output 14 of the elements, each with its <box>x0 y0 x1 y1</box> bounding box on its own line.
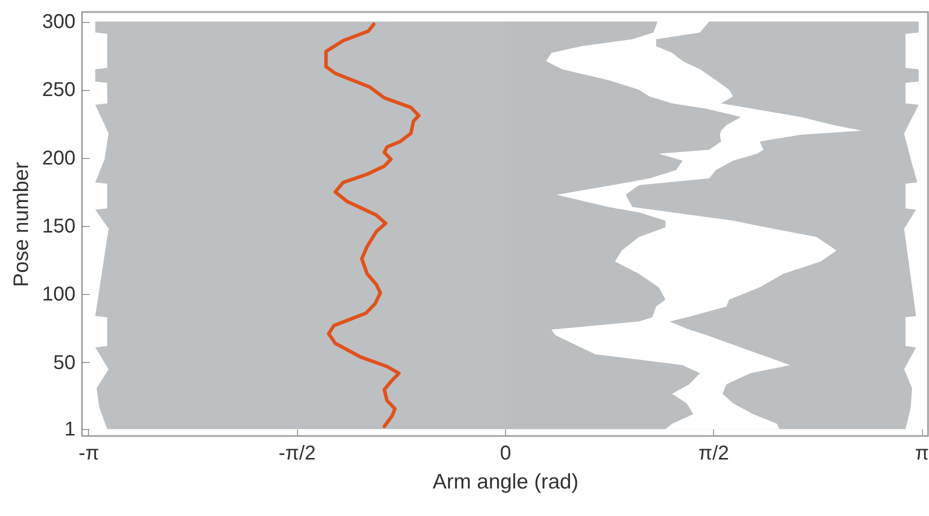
y-tick-label: 300 <box>42 11 76 34</box>
y-tick-label: 1 <box>64 418 76 441</box>
x-tick-label: π <box>915 442 929 464</box>
y-tick-label: 100 <box>42 284 76 306</box>
y-tick-label: 150 <box>42 216 76 238</box>
y-tick-label: 50 <box>53 352 76 374</box>
x-tick-label: -π/2 <box>278 442 316 464</box>
x-tick-label: -π <box>78 442 100 464</box>
y-tick-label: 250 <box>42 79 76 102</box>
x-axis-title: Arm angle (rad) <box>432 470 578 494</box>
y-axis-title: Pose number <box>10 162 34 287</box>
x-tick-label: 0 <box>500 442 512 464</box>
y-tick-label: 200 <box>42 147 76 170</box>
x-tick-label: π/2 <box>698 442 730 464</box>
